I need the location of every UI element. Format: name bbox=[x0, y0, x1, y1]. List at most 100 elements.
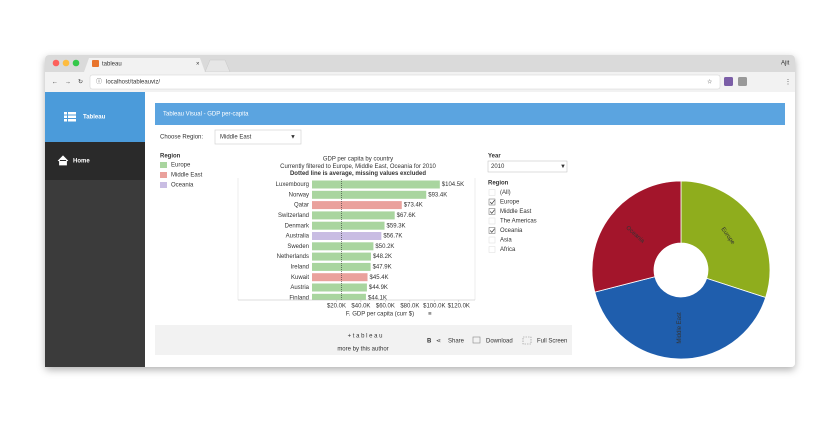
legend-swatch bbox=[160, 182, 167, 188]
sort-icon: ≡ bbox=[428, 312, 432, 318]
checkbox[interactable] bbox=[488, 217, 496, 225]
country-label: Kuwait bbox=[291, 275, 309, 281]
country-label: Switzerland bbox=[278, 213, 309, 219]
option-label: (All) bbox=[500, 190, 511, 196]
address-bar[interactable] bbox=[89, 74, 721, 90]
minimize-button[interactable] bbox=[62, 59, 70, 67]
check bbox=[489, 209, 495, 214]
bar bbox=[312, 180, 440, 189]
bar-label: $56.7K bbox=[383, 234, 402, 240]
country-label: Luxembourg bbox=[276, 182, 309, 188]
bar bbox=[312, 293, 366, 300]
bar-label: $47.9K bbox=[373, 264, 392, 270]
country-label: Netherlands bbox=[277, 254, 309, 260]
region-dropdown[interactable] bbox=[214, 129, 302, 145]
country-label: Finland bbox=[289, 295, 309, 301]
tick-label: $20.0K bbox=[327, 304, 346, 310]
fullscreen-icon bbox=[522, 336, 532, 345]
bar-label: $59.3K bbox=[387, 223, 406, 229]
legend-title: Region bbox=[160, 154, 181, 160]
bar bbox=[312, 252, 371, 261]
tick-label: $40.0K bbox=[351, 304, 370, 310]
chart-note: Dotted line is average, missing values e… bbox=[290, 171, 426, 177]
checkbox[interactable] bbox=[488, 189, 496, 196]
url: localhost/tableauviz/ bbox=[106, 80, 160, 86]
country-label: Sweden bbox=[287, 244, 309, 250]
bar-label: $104.5K bbox=[442, 182, 464, 188]
country-label: Austria bbox=[290, 285, 309, 291]
extension[interactable] bbox=[724, 77, 733, 86]
header-title: Tableau Visual - GDP per-capita bbox=[163, 112, 249, 118]
legend-label: Europe bbox=[171, 163, 191, 169]
bar-label: $67.6K bbox=[397, 213, 416, 219]
checkbox[interactable] bbox=[488, 208, 496, 215]
legend-swatch bbox=[160, 162, 167, 168]
bar bbox=[312, 242, 374, 251]
tab-strip bbox=[45, 55, 795, 72]
tick-label: $60.0K bbox=[376, 304, 395, 310]
option-label: Asia bbox=[500, 238, 512, 244]
brand-icon bbox=[64, 112, 76, 122]
pie-segment bbox=[594, 276, 767, 360]
close-button[interactable] bbox=[52, 59, 60, 67]
bar bbox=[312, 262, 371, 271]
check bbox=[489, 199, 495, 205]
checkbox[interactable] bbox=[488, 236, 496, 244]
tab-close[interactable]: × bbox=[196, 62, 200, 68]
year-dropdown[interactable] bbox=[487, 160, 568, 173]
reload[interactable]: ↻ bbox=[78, 79, 83, 86]
forward[interactable]: → bbox=[65, 80, 71, 86]
fullscreen[interactable]: Full Screen bbox=[537, 339, 567, 345]
bar-label: $45.4K bbox=[370, 275, 389, 281]
bar-label: $93.4K bbox=[428, 192, 447, 198]
checkbox[interactable] bbox=[488, 246, 496, 253]
page-icon: ⓘ bbox=[96, 78, 102, 86]
dropdown-arrow: ▼ bbox=[290, 135, 296, 141]
option-label: Oceania bbox=[500, 228, 523, 234]
year-value: 2010 bbox=[491, 164, 505, 170]
author-link[interactable]: more by this author bbox=[337, 347, 388, 353]
bar bbox=[312, 221, 385, 230]
bar-label: $44.1K bbox=[368, 295, 387, 301]
bookmark[interactable]: ☆ bbox=[707, 79, 712, 86]
tab-title: tableau bbox=[102, 62, 122, 68]
option-label: Europe bbox=[500, 200, 520, 206]
pie-label: Middle East bbox=[677, 312, 683, 344]
filter-label: Choose Region: bbox=[160, 135, 203, 141]
share[interactable]: Share bbox=[448, 339, 465, 345]
menu[interactable]: ⋮ bbox=[785, 80, 791, 86]
dropdown-arrow: ▼ bbox=[560, 164, 566, 170]
checkbox[interactable] bbox=[488, 227, 496, 234]
bar bbox=[312, 232, 382, 240]
bar-label: $48.2K bbox=[373, 254, 392, 260]
legend-label: Oceania bbox=[171, 183, 194, 189]
bar bbox=[312, 190, 427, 199]
extension[interactable] bbox=[738, 77, 747, 86]
legend-label: Middle East bbox=[171, 173, 203, 179]
user-name: Ajit bbox=[781, 61, 790, 67]
nav-label[interactable]: Home bbox=[73, 159, 90, 165]
axis-title: F. GDP per capita (curr $) bbox=[346, 312, 414, 318]
back[interactable]: ← bbox=[52, 80, 58, 86]
bar-label: $50.2K bbox=[375, 244, 394, 250]
download-icon bbox=[472, 336, 481, 344]
region-label: Region bbox=[488, 181, 509, 187]
bar bbox=[312, 283, 367, 292]
tab-icon bbox=[92, 60, 99, 67]
zoom-button[interactable] bbox=[72, 59, 80, 67]
tick-label: $100.0K bbox=[423, 304, 445, 310]
download[interactable]: Download bbox=[486, 339, 513, 345]
option-label: Middle East bbox=[500, 209, 532, 215]
checkbox[interactable] bbox=[488, 198, 496, 206]
tab[interactable] bbox=[84, 58, 205, 72]
bar bbox=[312, 211, 395, 220]
bar bbox=[312, 273, 368, 282]
bar-label: $44.9K bbox=[369, 285, 388, 291]
b-button[interactable]: B bbox=[427, 339, 432, 345]
share-icon: ⋖ bbox=[436, 339, 441, 345]
tableau-logo[interactable]: + t a b l e a u bbox=[348, 334, 383, 340]
viz-toolbar bbox=[155, 325, 572, 355]
dropdown-value: Middle East bbox=[220, 135, 252, 141]
pie-segment bbox=[680, 180, 771, 299]
